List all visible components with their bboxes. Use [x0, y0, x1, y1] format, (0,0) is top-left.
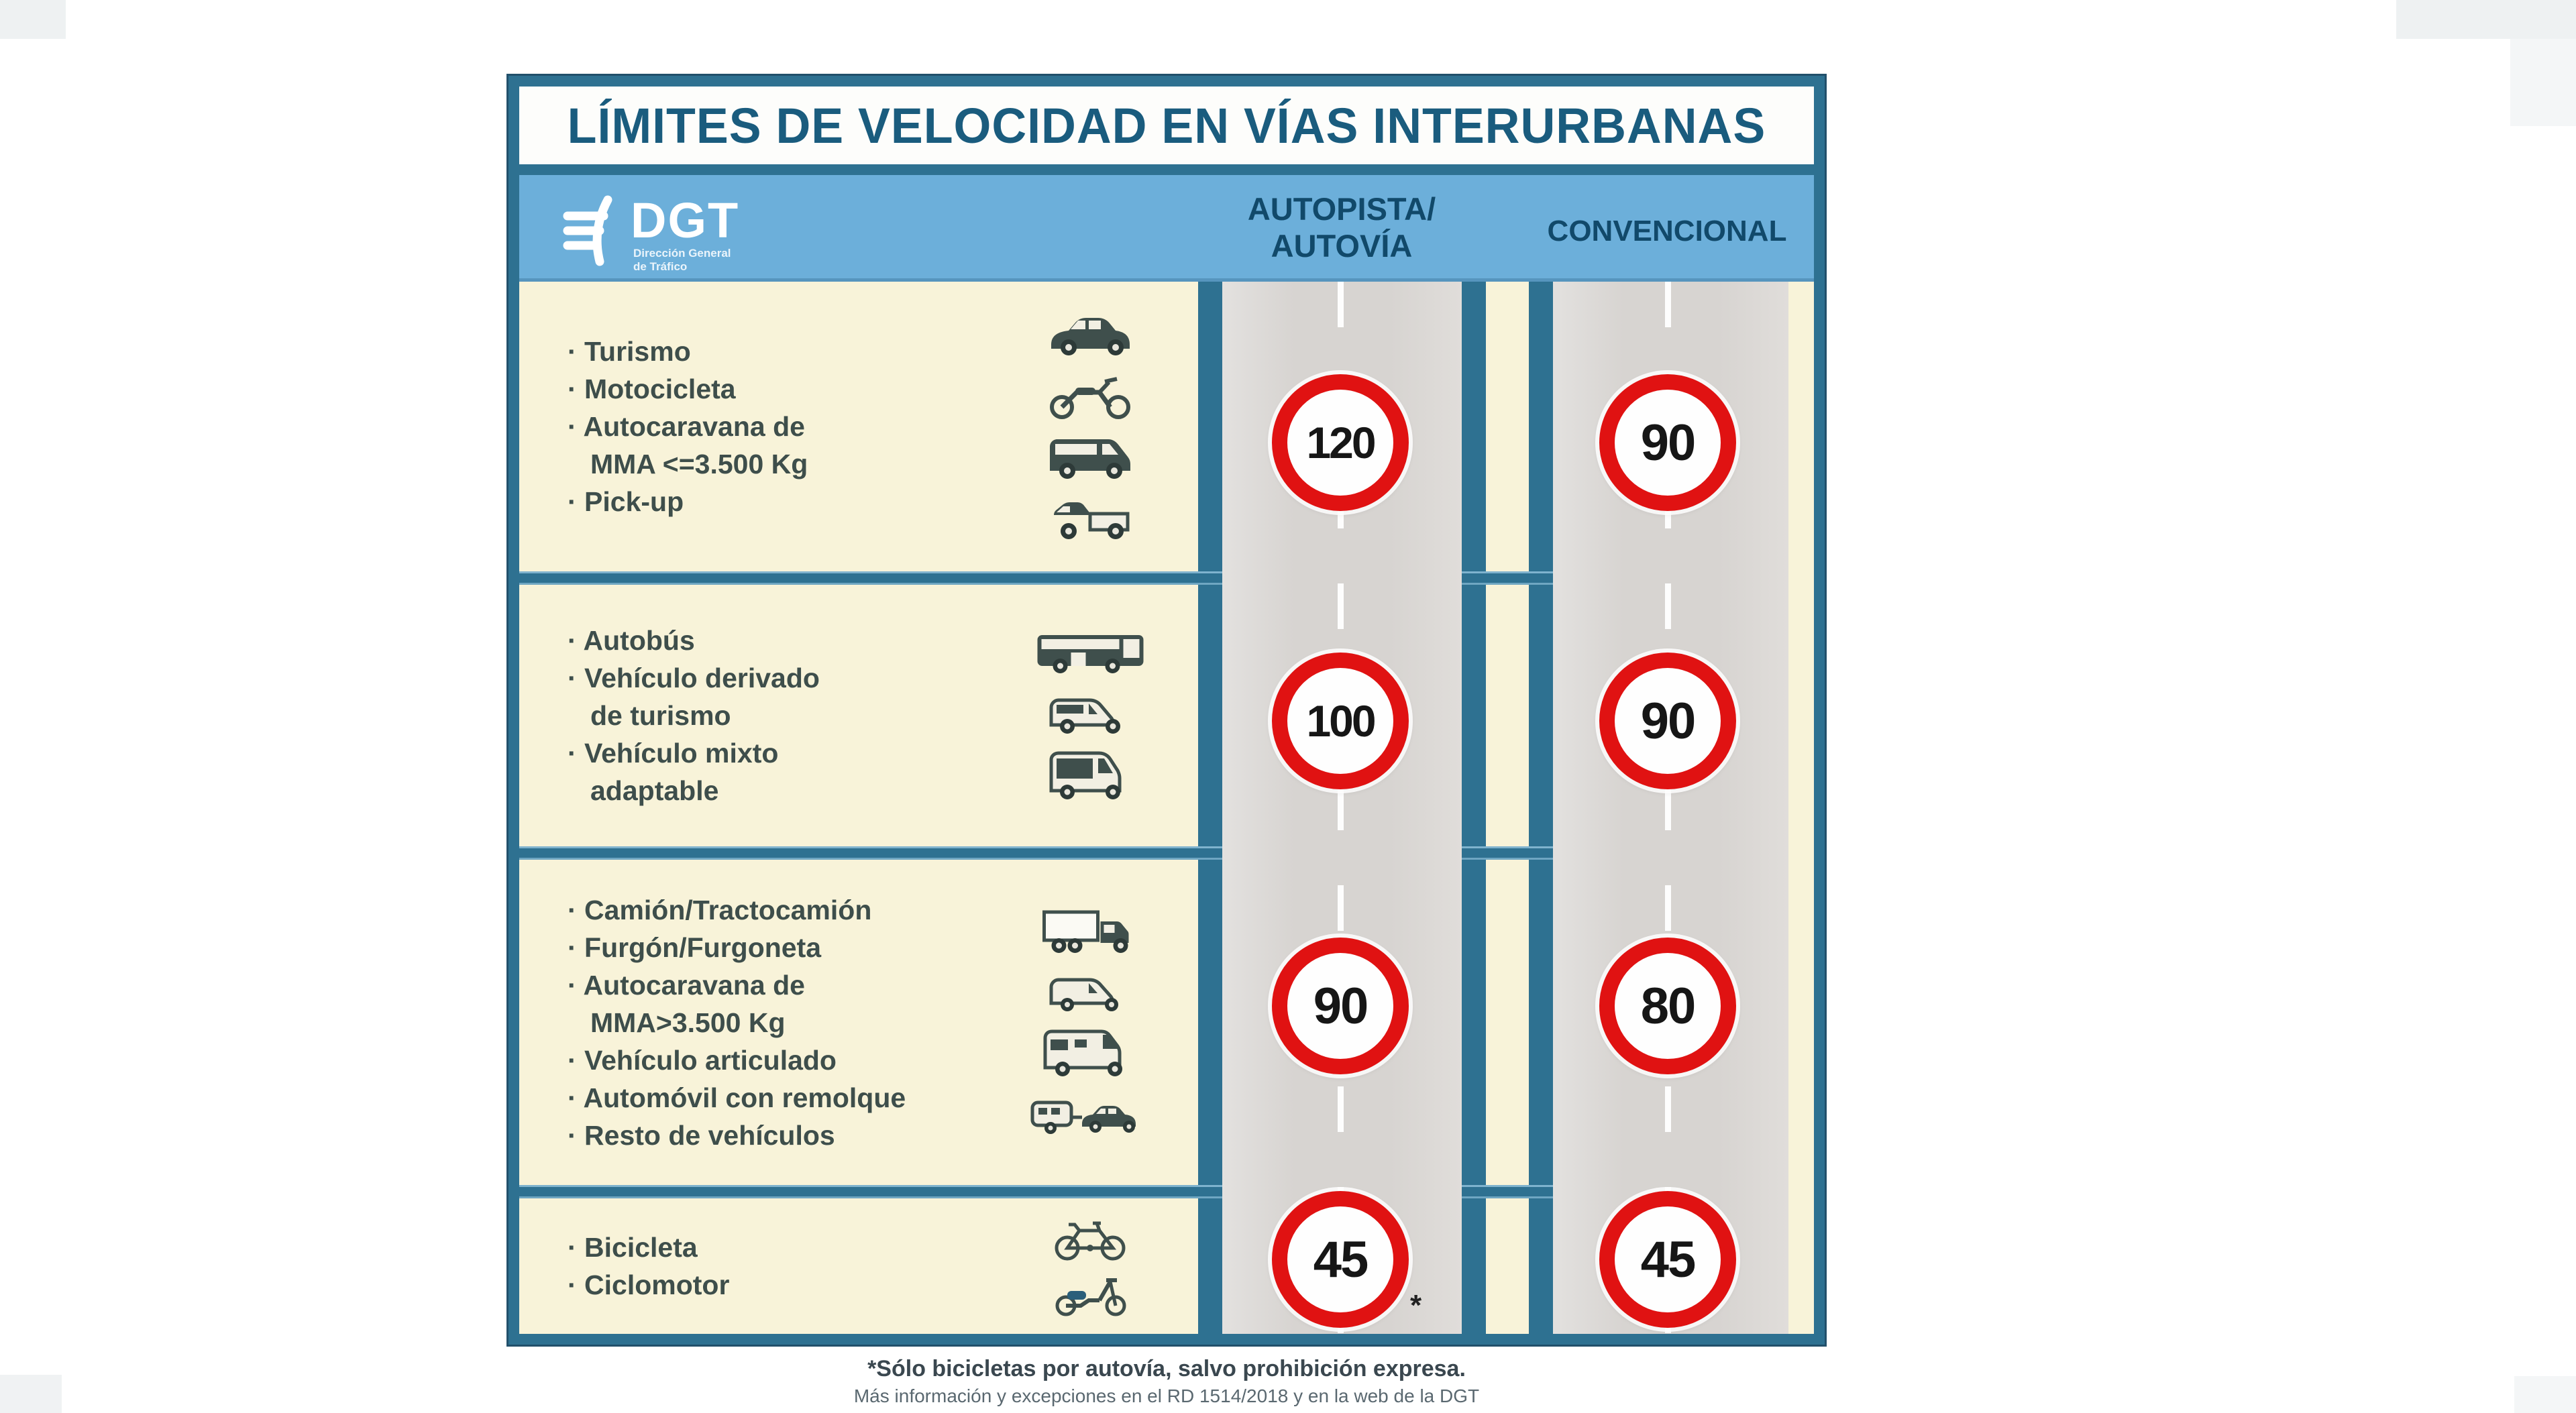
vehicle-label: · Automóvil con remolque	[568, 1082, 906, 1113]
vehicle-icons	[1006, 308, 1198, 545]
column-header-autopista-autovia: AUTOPISTA/ AUTOVÍA	[1247, 191, 1436, 264]
title-divider	[519, 164, 1814, 175]
vehicle-label: · Vehículo articulado	[568, 1044, 837, 1076]
corner-artifact	[0, 1375, 62, 1413]
vehicle-label: · Autobús	[568, 625, 695, 656]
bicycle-icon	[1046, 1214, 1134, 1263]
vehicle-label: · Pick-up	[568, 486, 684, 517]
speed-sign-convencional-row3: 80	[1599, 938, 1736, 1074]
corner-artifact	[2514, 1376, 2576, 1413]
vehicle-icons	[1006, 1214, 1198, 1318]
vehicle-label: · Furgón/Furgoneta	[568, 931, 822, 963]
footnote-primary: *Sólo bicicletas por autovía, salvo proh…	[867, 1356, 1466, 1381]
car-icon	[1040, 308, 1140, 361]
vehicle-label: · Ciclomotor	[568, 1269, 730, 1300]
row-separator	[519, 846, 1222, 860]
speed-sign-autopista-row4: 45	[1272, 1191, 1409, 1328]
vehicle-label: · Vehículo mixto	[568, 738, 779, 769]
bus-icon	[1028, 627, 1152, 678]
row-separator	[519, 1185, 1222, 1198]
vehicle-label: MMA <=3.500 Kg	[590, 449, 808, 479]
speed-sign-autopista-row1: 120	[1272, 374, 1409, 511]
speed-sign-convencional-row2: 90	[1599, 653, 1736, 789]
road-center-line	[1338, 282, 1344, 1334]
tall-van-icon	[1040, 748, 1140, 804]
small-van-icon	[1040, 687, 1140, 738]
vehicle-category-row-1: · Turismo · Motocicleta · Autocaravana d…	[519, 282, 1198, 571]
speed-sign-autopista-row2: 100	[1272, 653, 1409, 789]
vehicle-labels: · Camión/Tractocamión · Furgón/Furgoneta…	[519, 891, 1006, 1154]
row-separator	[1462, 846, 1553, 860]
vehicle-label: MMA>3.500 Kg	[590, 1007, 786, 1038]
vehicle-labels: · Autobús · Vehículo derivado de turismo…	[519, 622, 1006, 809]
vehicle-label: de turismo	[590, 700, 731, 731]
pickup-icon	[1040, 492, 1140, 545]
moped-icon	[1046, 1267, 1134, 1318]
vehicle-label: · Autocaravana de	[568, 969, 805, 1001]
vehicle-icons	[1006, 627, 1198, 804]
vertical-divider	[1529, 282, 1553, 1334]
vehicle-label: · Motocicleta	[568, 374, 736, 404]
vehicle-category-row-3: · Camión/Tractocamión · Furgón/Furgoneta…	[519, 860, 1198, 1185]
car-trailer-icon	[1026, 1090, 1154, 1139]
vehicle-label: · Vehículo derivado	[568, 663, 820, 693]
vehicle-category-row-4: · Bicicleta · Ciclomotor	[519, 1198, 1198, 1334]
vehicle-icons	[1006, 907, 1198, 1139]
vehicle-label: · Resto de vehículos	[568, 1119, 835, 1151]
column-header-convencional: CONVENCIONAL	[1547, 215, 1787, 247]
vehicle-category-row-2: · Autobús · Vehículo derivado de turismo…	[519, 585, 1198, 846]
dgt-logo-text: DGT	[631, 192, 740, 248]
row-separator	[1462, 571, 1553, 585]
vehicle-label: adaptable	[590, 775, 719, 806]
van-icon	[1040, 968, 1140, 1015]
vehicle-label: · Autocaravana de	[568, 411, 805, 442]
vertical-divider	[1462, 282, 1486, 1334]
center-gap-column	[1486, 282, 1529, 1334]
vehicle-label: · Camión/Tractocamión	[568, 894, 872, 925]
title-band: LÍMITES DE VELOCIDAD EN VÍAS INTERURBANA…	[519, 87, 1814, 164]
footnote-marker: *	[1410, 1289, 1422, 1322]
corner-artifact	[0, 0, 66, 39]
corner-artifact	[2510, 39, 2576, 126]
dgt-logo-subtitle: Dirección General de Tráfico	[633, 247, 731, 273]
campervan-icon	[1040, 431, 1140, 483]
dgt-emblem-icon	[561, 193, 625, 268]
vehicle-label: · Bicicleta	[568, 1232, 698, 1263]
header-band	[519, 175, 1814, 282]
speed-sign-convencional-row1: 90	[1599, 374, 1736, 511]
speed-sign-convencional-row4: 45	[1599, 1191, 1736, 1328]
vertical-divider	[1198, 282, 1222, 1334]
row-separator	[1462, 1185, 1553, 1198]
right-edge-strip	[1788, 282, 1814, 1334]
motorhome-icon	[1036, 1025, 1144, 1081]
page-title: LÍMITES DE VELOCIDAD EN VÍAS INTERURBANA…	[567, 97, 1766, 154]
speed-sign-autopista-row3: 90	[1272, 938, 1409, 1074]
vehicle-label: · Turismo	[568, 336, 691, 367]
corner-artifact	[2396, 0, 2576, 39]
row-separator	[519, 571, 1222, 585]
truck-icon	[1035, 907, 1146, 959]
road-center-line	[1665, 282, 1671, 1334]
vehicle-labels: · Turismo · Motocicleta · Autocaravana d…	[519, 333, 1006, 520]
motorcycle-icon	[1043, 370, 1137, 421]
vehicle-labels: · Bicicleta · Ciclomotor	[519, 1229, 1006, 1304]
footnote-secondary: Más información y excepciones en el RD 1…	[853, 1386, 1480, 1406]
dgt-logo: DGT Dirección General de Tráfico	[561, 192, 782, 273]
